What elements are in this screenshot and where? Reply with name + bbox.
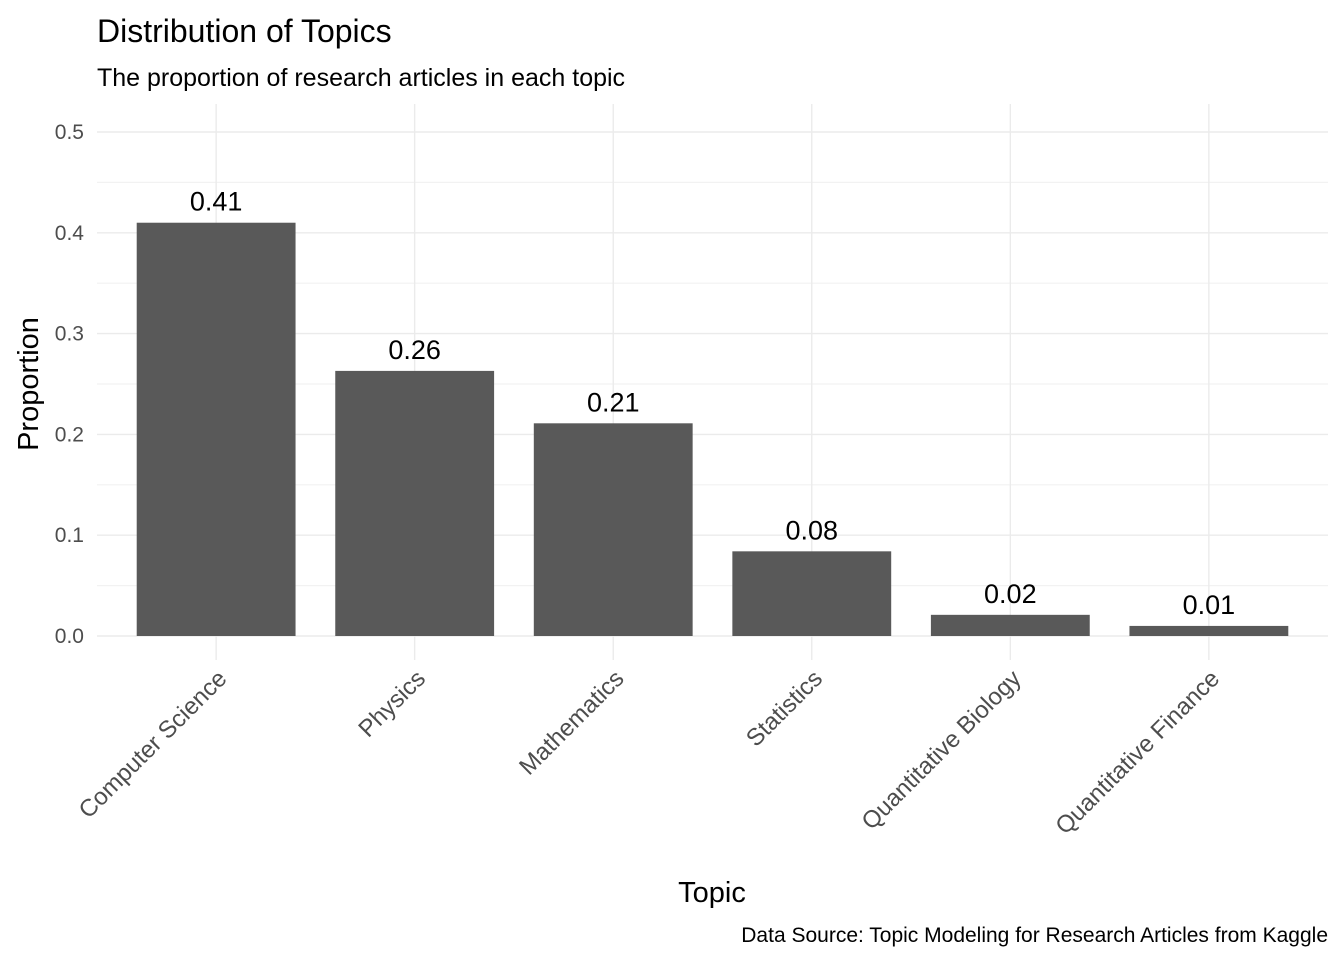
chart-subtitle: The proportion of research articles in e…	[97, 64, 625, 92]
y-tick-label: 0.2	[55, 423, 84, 446]
data-label: 0.26	[388, 335, 441, 365]
y-axis-ticks: 0.0 0.1 0.2 0.3 0.4 0.5	[55, 121, 85, 648]
bar-quantitative-finance	[1129, 625, 1289, 636]
x-tick-label: Quantitative Biology	[857, 665, 1027, 835]
bar-quantitative-biology	[930, 614, 1090, 636]
y-tick-label: 0.5	[55, 121, 84, 144]
y-axis-title: Proportion	[13, 317, 45, 451]
x-tick-label: Quantitative Finance	[1050, 665, 1225, 840]
data-labels: 0.41 0.26 0.21 0.08 0.02 0.01	[190, 187, 1235, 620]
data-label: 0.21	[587, 387, 640, 417]
x-tick-label: Mathematics	[514, 665, 629, 780]
x-axis-ticks: Computer Science Physics Mathematics Statis…	[74, 665, 1225, 840]
x-tick-label: Physics	[353, 665, 431, 743]
data-label: 0.41	[190, 187, 243, 217]
bar-computer-science	[136, 222, 296, 636]
bars	[136, 222, 1289, 636]
x-tick-label: Computer Science	[74, 665, 233, 824]
data-label: 0.08	[785, 515, 838, 545]
y-tick-label: 0.1	[55, 524, 84, 547]
x-axis-title: Topic	[678, 877, 746, 909]
bar-physics	[335, 370, 495, 636]
chart-caption: Data Source: Topic Modeling for Research…	[741, 924, 1328, 947]
y-tick-label: 0.4	[55, 222, 85, 245]
chart-title: Distribution of Topics	[97, 13, 392, 49]
y-tick-label: 0.3	[55, 323, 84, 346]
y-tick-label: 0.0	[55, 625, 84, 648]
bar-mathematics	[533, 423, 693, 636]
bar-statistics	[732, 551, 892, 636]
x-tick-label: Statistics	[741, 665, 828, 752]
data-label: 0.01	[1183, 590, 1236, 620]
data-label: 0.02	[984, 579, 1037, 609]
